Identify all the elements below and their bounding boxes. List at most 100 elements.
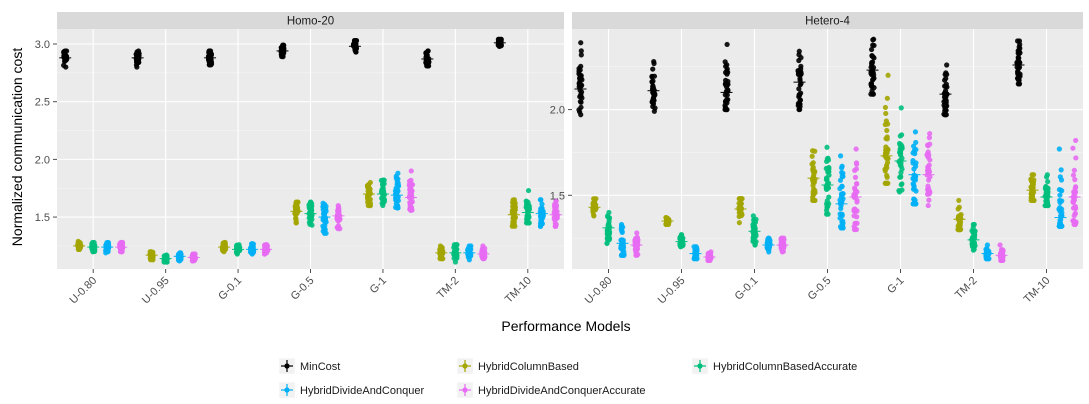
legend-key-point [284,363,290,369]
data-point-MinCost [797,101,803,107]
data-point-MinCost [795,67,801,74]
legend-key-point [462,363,468,369]
data-point-HybridDivideAndConquerAccurate [854,180,860,187]
data-point-HybridDivideAndConquer [1057,208,1063,214]
data-point-HybridDivideAndConquer [838,205,844,212]
data-point-MinCost [1016,81,1023,87]
data-point-HybridDivideAndConquerAccurate [853,220,859,227]
data-point-MinCost [578,63,584,69]
data-point-HybridDivideAndConquer [466,257,472,263]
data-point-HybridDivideAndConquerAccurate [1070,145,1076,151]
data-point-MinCost [871,55,877,61]
x-tick-label: G-0.5 [806,275,834,303]
data-point-HybridDivideAndConquer [395,170,401,176]
data-point-HybridColumnBasedAccurate [452,259,459,265]
data-point-HybridColumnBased [512,223,518,229]
data-point-HybridColumnBasedAccurate [970,221,976,228]
data-point-HybridDivideAndConquer [766,249,772,255]
data-point-HybridDivideAndConquer [840,190,846,197]
data-point-HybridDivideAndConquer [1057,223,1063,229]
data-point-HybridColumnBasedAccurate [679,232,685,238]
data-point-HybridColumnBased [885,72,891,78]
data-point-HybridColumnBased [294,205,301,211]
data-point-HybridColumnBasedAccurate [825,211,831,217]
data-point-HybridColumnBased [884,127,890,134]
data-point-HybridColumnBased [1028,197,1034,204]
data-point-HybridDivideAndConquer [840,225,846,231]
data-point-HybridDivideAndConquerAccurate [926,152,932,158]
data-point-MinCost [723,106,729,113]
data-point-HybridColumnBased [955,226,962,233]
data-point-HybridDivideAndConquerAccurate [926,188,933,195]
data-point-HybridColumnBased [883,180,889,186]
data-point-MinCost [424,63,430,69]
data-point-HybridColumnBasedAccurate [1045,185,1051,192]
data-point-HybridDivideAndConquerAccurate [634,230,640,236]
data-point-MinCost [941,99,947,105]
data-point-MinCost [870,91,877,97]
data-point-MinCost [944,71,950,78]
data-point-HybridColumnBasedAccurate [163,252,170,258]
data-point-HybridColumnBased [883,162,890,169]
data-point-HybridDivideAndConquerAccurate [408,186,414,192]
data-point-MinCost [796,86,802,92]
data-point-HybridColumnBased [295,199,301,205]
data-point-HybridColumnBasedAccurate [899,166,905,172]
data-point-HybridDivideAndConquer [913,201,919,207]
data-point-HybridColumnBased [293,215,299,222]
data-point-MinCost [725,69,731,75]
legend-item: HybridColumnBased [456,357,579,375]
data-point-HybridDivideAndConquerAccurate [781,235,787,241]
data-point-HybridDivideAndConquer [105,239,111,246]
legend-item: HybridDivideAndConquer [278,381,424,399]
data-point-HybridDivideAndConquerAccurate [851,208,857,214]
data-point-MinCost [281,47,287,53]
x-tick-label: U-0.80 [67,275,99,307]
data-point-HybridDivideAndConquer [619,227,625,234]
y-axis-title: Normalized communication cost [9,48,25,247]
data-point-HybridColumnBased [365,185,371,191]
data-point-HybridDivideAndConquer [1058,167,1064,173]
data-point-MinCost [798,71,804,77]
data-point-HybridColumnBased [591,196,597,202]
data-point-MinCost [650,78,656,84]
data-point-MinCost [943,103,949,109]
data-point-HybridColumnBased [736,220,742,226]
data-point-MinCost [869,83,875,89]
panel-0: Homo-20 1.5 2.0 2.5 3.0 U-0.80 U-0.95 G-0.1 G-0.… [35,12,564,306]
data-point-MinCost [578,52,584,58]
legend-label: HybridColumnBasedAccurate [713,361,857,373]
data-point-MinCost [578,112,584,118]
data-point-HybridDivideAndConquerAccurate [851,185,858,191]
data-point-HybridColumnBasedAccurate [823,165,829,172]
data-point-HybridColumnBased [809,161,815,167]
data-point-HybridColumnBased [738,200,744,206]
data-point-HybridDivideAndConquer [618,221,625,228]
data-point-HybridDivideAndConquer [1057,192,1063,198]
data-point-HybridColumnBasedAccurate [604,240,610,246]
data-point-HybridColumnBased [884,172,890,179]
data-point-MinCost [576,68,582,74]
data-point-HybridDivideAndConquerAccurate [1072,221,1078,228]
data-point-HybridColumnBasedAccurate [823,177,830,183]
data-point-MinCost [651,108,657,114]
data-point-HybridDivideAndConquer [466,243,472,249]
data-point-MinCost [281,42,287,48]
x-tick-label: G-0.1 [733,275,761,303]
x-tick-label: G-0.5 [289,275,317,303]
data-point-HybridColumnBasedAccurate [452,252,458,258]
data-point-HybridDivideAndConquer [839,163,845,169]
data-point-MinCost [578,40,584,46]
data-point-HybridColumnBasedAccurate [1045,179,1051,185]
data-point-HybridColumnBasedAccurate [897,149,903,156]
data-point-HybridDivideAndConquerAccurate [927,130,933,137]
data-point-HybridDivideAndConquerAccurate [634,252,640,258]
data-point-HybridColumnBasedAccurate [526,202,532,208]
data-point-HybridColumnBasedAccurate [525,187,532,194]
data-point-HybridColumnBasedAccurate [899,181,905,187]
data-point-MinCost [944,62,950,68]
data-point-MinCost [577,98,583,105]
panel-title: Hetero-4 [805,16,850,28]
data-point-HybridColumnBasedAccurate [898,105,904,111]
data-point-MinCost [1016,38,1023,44]
